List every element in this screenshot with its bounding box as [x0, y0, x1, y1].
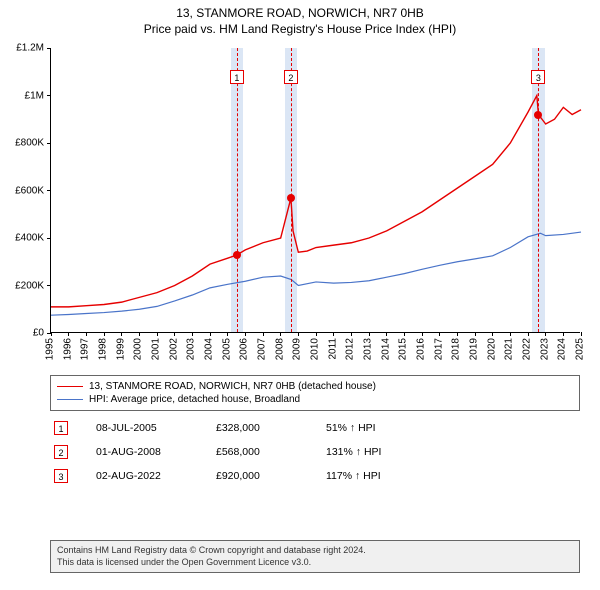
- chart-plot-wrapper: £0£200K£400K£600K£800K£1M£1.2M123: [50, 48, 580, 333]
- x-tick-label: 1995: [45, 338, 56, 360]
- y-tick-mark: [47, 238, 51, 239]
- x-tick-label: 2010: [310, 338, 321, 360]
- x-tick-label: 2003: [186, 338, 197, 360]
- x-tick-label: 2015: [398, 338, 409, 360]
- transaction-date: 01-AUG-2008: [96, 446, 206, 458]
- transaction-flag: 2: [54, 445, 68, 459]
- transaction-pct: 117% ↑ HPI: [326, 470, 426, 482]
- x-tick-label: 1998: [98, 338, 109, 360]
- x-tick-label: 2025: [575, 338, 586, 360]
- transactions-table: 1 08-JUL-2005 £328,000 51% ↑ HPI 2 01-AUG-200…: [50, 416, 580, 488]
- x-tick-label: 2002: [168, 338, 179, 360]
- transaction-price: £568,000: [216, 446, 316, 458]
- transaction-pct: 131% ↑ HPI: [326, 446, 426, 458]
- y-tick-label: £0: [33, 328, 44, 339]
- event-dot: [233, 251, 241, 259]
- transaction-date: 02-AUG-2022: [96, 470, 206, 482]
- y-tick-mark: [47, 95, 51, 96]
- event-flag: 3: [531, 70, 545, 84]
- transaction-price: £920,000: [216, 470, 316, 482]
- title-line-2: Price paid vs. HM Land Registry's House …: [0, 22, 600, 38]
- x-tick-label: 1996: [62, 338, 73, 360]
- event-flag: 2: [284, 70, 298, 84]
- x-tick-label: 2014: [380, 338, 391, 360]
- y-tick-label: £1M: [25, 90, 44, 101]
- legend-row: HPI: Average price, detached house, Broa…: [57, 393, 573, 406]
- y-tick-mark: [47, 48, 51, 49]
- x-tick-label: 2023: [539, 338, 550, 360]
- transaction-pct: 51% ↑ HPI: [326, 422, 426, 434]
- y-tick-label: £800K: [15, 138, 44, 149]
- plot-area: £0£200K£400K£600K£800K£1M£1.2M123: [50, 48, 580, 333]
- y-tick-mark: [47, 143, 51, 144]
- x-tick-label: 2012: [345, 338, 356, 360]
- x-tick-label: 2005: [221, 338, 232, 360]
- footer-line-1: Contains HM Land Registry data © Crown c…: [57, 545, 573, 557]
- transaction-date: 08-JUL-2005: [96, 422, 206, 434]
- x-axis-labels: 1995199619971998199920002001200220032004…: [50, 336, 580, 366]
- footer-box: Contains HM Land Registry data © Crown c…: [50, 540, 580, 573]
- x-tick-label: 2013: [363, 338, 374, 360]
- transaction-flag: 1: [54, 421, 68, 435]
- x-tick-label: 2004: [204, 338, 215, 360]
- x-tick-label: 2017: [433, 338, 444, 360]
- x-tick-label: 2016: [416, 338, 427, 360]
- legend-row: 13, STANMORE ROAD, NORWICH, NR7 0HB (det…: [57, 380, 573, 393]
- event-vline: [538, 48, 539, 332]
- x-tick-label: 2022: [522, 338, 533, 360]
- x-tick-label: 2021: [504, 338, 515, 360]
- y-tick-mark: [47, 285, 51, 286]
- x-tick-label: 2024: [557, 338, 568, 360]
- transaction-flag: 3: [54, 469, 68, 483]
- x-tick-label: 2007: [257, 338, 268, 360]
- x-tick-label: 2009: [292, 338, 303, 360]
- x-tick-label: 2011: [327, 338, 338, 360]
- transaction-row: 3 02-AUG-2022 £920,000 117% ↑ HPI: [50, 464, 580, 488]
- event-dot: [534, 111, 542, 119]
- x-tick-label: 1997: [80, 338, 91, 360]
- x-tick-label: 2006: [239, 338, 250, 360]
- title-line-1: 13, STANMORE ROAD, NORWICH, NR7 0HB: [0, 6, 600, 22]
- y-tick-label: £200K: [15, 280, 44, 291]
- transaction-price: £328,000: [216, 422, 316, 434]
- legend-label: 13, STANMORE ROAD, NORWICH, NR7 0HB (det…: [89, 381, 376, 392]
- series-hpi-broadland: [51, 232, 581, 315]
- x-tick-label: 2001: [151, 338, 162, 360]
- x-tick-label: 2020: [486, 338, 497, 360]
- x-tick-label: 2000: [133, 338, 144, 360]
- event-dot: [287, 194, 295, 202]
- x-tick-label: 2008: [274, 338, 285, 360]
- chart-container: 13, STANMORE ROAD, NORWICH, NR7 0HB Pric…: [0, 0, 600, 590]
- series-property-price: [51, 96, 581, 307]
- x-tick-label: 2018: [451, 338, 462, 360]
- x-tick-label: 1999: [115, 338, 126, 360]
- chart-titles: 13, STANMORE ROAD, NORWICH, NR7 0HB Pric…: [0, 0, 600, 37]
- y-tick-label: £600K: [15, 185, 44, 196]
- y-tick-mark: [47, 190, 51, 191]
- legend-box: 13, STANMORE ROAD, NORWICH, NR7 0HB (det…: [50, 375, 580, 411]
- event-vline: [237, 48, 238, 332]
- legend-label: HPI: Average price, detached house, Broa…: [89, 394, 300, 405]
- legend-swatch: [57, 399, 83, 400]
- y-tick-label: £1.2M: [16, 43, 44, 54]
- transaction-row: 2 01-AUG-2008 £568,000 131% ↑ HPI: [50, 440, 580, 464]
- y-tick-label: £400K: [15, 233, 44, 244]
- event-vline: [291, 48, 292, 332]
- legend-swatch: [57, 386, 83, 387]
- x-tick-mark: [581, 332, 582, 336]
- event-flag: 1: [230, 70, 244, 84]
- chart-svg: [51, 48, 581, 333]
- transaction-row: 1 08-JUL-2005 £328,000 51% ↑ HPI: [50, 416, 580, 440]
- x-tick-label: 2019: [469, 338, 480, 360]
- footer-line-2: This data is licensed under the Open Gov…: [57, 557, 573, 569]
